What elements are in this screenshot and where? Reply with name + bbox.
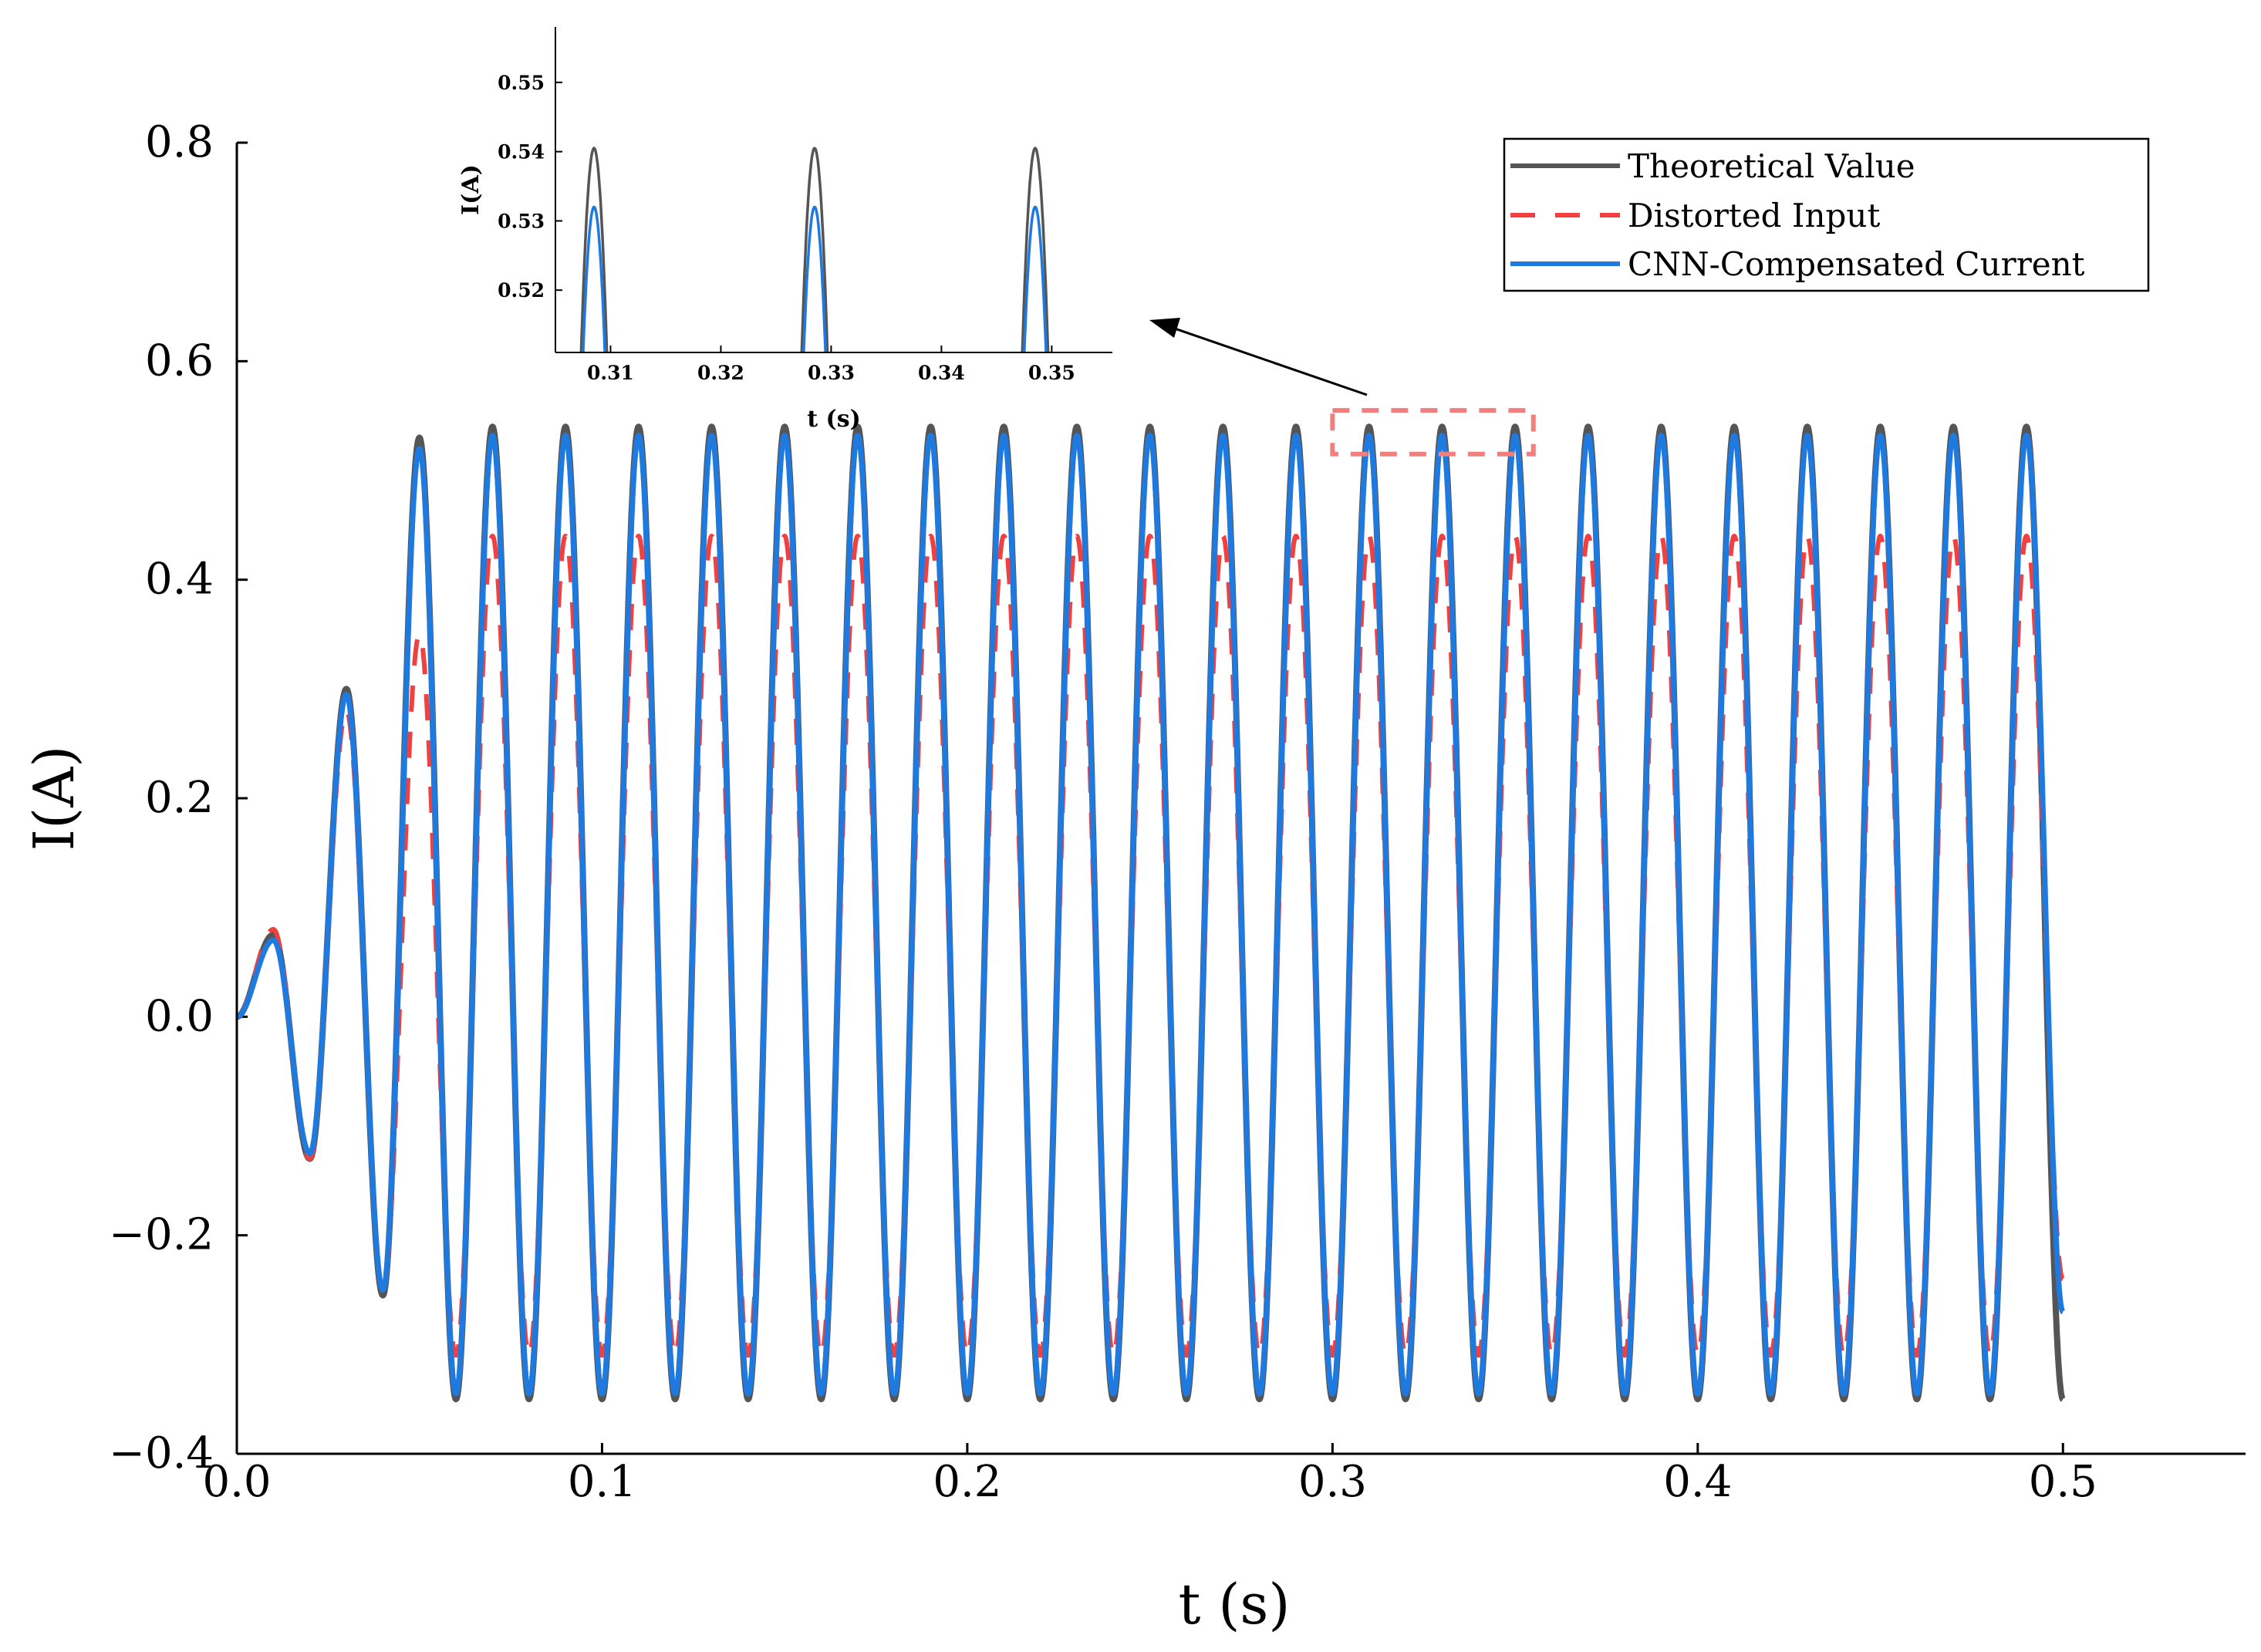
zoom-box xyxy=(1330,408,1536,457)
inset-y-tick-label: 0.55 xyxy=(498,72,545,94)
main-series-group xyxy=(234,423,2066,1403)
inset-x-tick-label: 0.32 xyxy=(697,362,744,384)
inset-x-tick-label: 0.33 xyxy=(808,362,855,384)
zoom-arrow xyxy=(1149,318,1368,396)
x-tick-label: 0.1 xyxy=(568,1457,636,1507)
y-tick-label: 0.6 xyxy=(145,335,214,386)
legend-label-cnn: CNN-Compensated Current xyxy=(1628,245,2085,283)
inset-cnn-line xyxy=(582,205,1048,352)
legend-label-theoretical: Theoretical Value xyxy=(1628,147,1915,185)
inset-y-tick-label: 0.54 xyxy=(498,141,545,164)
y-tick-label: −0.2 xyxy=(109,1210,214,1260)
inset-x-tick-label: 0.34 xyxy=(918,362,965,384)
inset-ticks: 0.31 0.32 0.33 0.34 0.35 0.52 0.53 0.54 0.55 xyxy=(498,72,1075,384)
main-plot: 0.0 0.1 0.2 0.3 0.4 0.5 −0.4 −0.2 0.0 0.2 0.4 0.6 0.… xyxy=(22,117,2246,1637)
x-axis-title: t (s) xyxy=(1179,1572,1291,1637)
inset-y-tick-label: 0.53 xyxy=(498,210,545,232)
x-tick-label: 0.2 xyxy=(933,1457,1001,1507)
y-tick-label: 0.0 xyxy=(145,991,214,1041)
y-tick-label: 0.8 xyxy=(145,117,214,167)
x-tick-label: 0.0 xyxy=(202,1457,271,1507)
inset-series-group xyxy=(579,147,1050,352)
legend: Theoretical Value Distorted Input CNN-Co… xyxy=(1503,137,2150,292)
x-tick-label: 0.3 xyxy=(1298,1457,1367,1507)
inset-y-tick-label: 0.52 xyxy=(498,279,545,302)
inset-x-tick-label: 0.35 xyxy=(1028,362,1075,384)
legend-label-distorted: Distorted Input xyxy=(1628,197,1880,234)
y-tick-label: 0.2 xyxy=(145,773,214,823)
x-tick-label: 0.4 xyxy=(1663,1457,1732,1507)
y-tick-label: −0.4 xyxy=(109,1428,214,1478)
inset-y-axis-title: I(A) xyxy=(457,164,484,215)
inset-x-axis-title: t (s) xyxy=(807,406,861,433)
y-tick-label: 0.4 xyxy=(145,555,214,605)
inset-x-tick-label: 0.31 xyxy=(587,362,634,384)
inset-plot: 0.31 0.32 0.33 0.34 0.35 0.52 0.53 0.54 0.55 t (… xyxy=(457,27,1112,433)
series-cnn-line xyxy=(235,433,2066,1397)
main-ticks: 0.0 0.1 0.2 0.3 0.4 0.5 −0.4 −0.2 0.0 0.2 0.4 0.6 0.… xyxy=(109,117,2097,1507)
x-tick-label: 0.5 xyxy=(2029,1457,2097,1507)
y-axis-title: I(A) xyxy=(22,746,86,851)
